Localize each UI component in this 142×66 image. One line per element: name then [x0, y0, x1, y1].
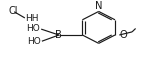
- Text: HO: HO: [26, 24, 40, 33]
- Text: O: O: [119, 30, 127, 40]
- Text: HO: HO: [27, 37, 41, 46]
- Text: N: N: [95, 1, 102, 11]
- Text: B: B: [56, 30, 62, 40]
- Text: HH: HH: [25, 14, 38, 23]
- Text: Cl: Cl: [9, 6, 18, 16]
